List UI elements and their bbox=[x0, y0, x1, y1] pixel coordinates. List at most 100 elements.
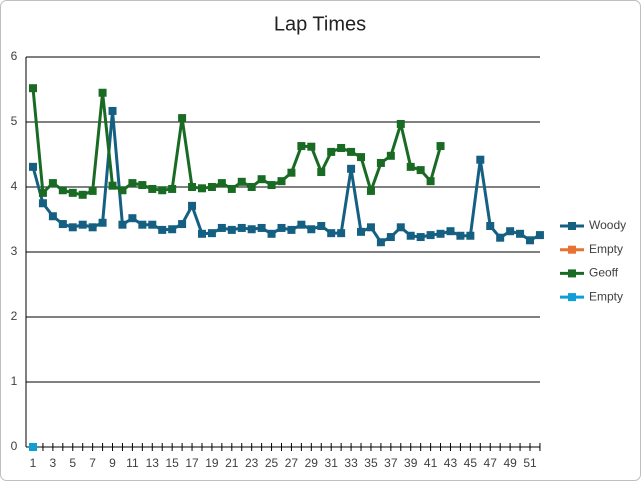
point-marker bbox=[376, 158, 385, 167]
point-marker bbox=[98, 88, 107, 97]
x-tick-label: 1 bbox=[30, 456, 37, 470]
point-marker bbox=[436, 142, 445, 151]
x-tick-label: 7 bbox=[89, 456, 96, 470]
point-marker bbox=[446, 227, 455, 236]
point-marker bbox=[138, 220, 147, 229]
x-tick-label: 47 bbox=[484, 456, 498, 470]
point-marker bbox=[48, 179, 57, 188]
point-marker bbox=[277, 177, 286, 186]
x-tick-label: 21 bbox=[225, 456, 239, 470]
point-marker bbox=[88, 223, 97, 232]
x-tick-label: 33 bbox=[344, 456, 358, 470]
x-tick-label: 37 bbox=[384, 456, 398, 470]
point-marker bbox=[188, 183, 197, 191]
x-tick-label: 29 bbox=[305, 456, 319, 470]
legend-label: Geoff bbox=[589, 266, 619, 280]
point-marker bbox=[78, 220, 87, 229]
point-marker bbox=[396, 119, 405, 128]
x-tick-label: 23 bbox=[245, 456, 259, 470]
point-marker bbox=[357, 227, 366, 236]
x-tick-label: 11 bbox=[126, 456, 139, 470]
point-marker bbox=[237, 223, 246, 232]
y-tick-label: 3 bbox=[11, 244, 18, 258]
point-marker bbox=[496, 233, 505, 242]
point-marker bbox=[426, 177, 435, 186]
point-marker bbox=[366, 223, 375, 232]
point-marker bbox=[207, 229, 216, 238]
y-tick-label: 1 bbox=[11, 374, 18, 388]
point-marker bbox=[317, 222, 326, 230]
point-marker bbox=[38, 199, 47, 208]
point-marker bbox=[347, 147, 356, 156]
point-marker bbox=[347, 164, 356, 173]
point-marker bbox=[58, 220, 67, 229]
x-tick-label: 45 bbox=[464, 456, 478, 470]
x-tick-label: 27 bbox=[285, 456, 299, 470]
point-marker bbox=[386, 233, 395, 242]
point-marker bbox=[217, 179, 226, 188]
point-marker bbox=[108, 181, 117, 190]
point-marker bbox=[287, 168, 296, 177]
point-marker bbox=[516, 229, 525, 238]
y-tick-label: 5 bbox=[11, 114, 18, 128]
point-marker bbox=[148, 184, 157, 193]
point-marker bbox=[466, 231, 475, 240]
point-marker bbox=[267, 229, 276, 238]
point-marker bbox=[207, 183, 216, 191]
series-line bbox=[31, 88, 442, 197]
x-tick-label: 41 bbox=[424, 456, 438, 470]
point-marker bbox=[307, 142, 316, 151]
point-marker bbox=[29, 443, 37, 451]
point-marker bbox=[406, 231, 415, 240]
x-tick-label: 19 bbox=[205, 456, 219, 470]
point-marker bbox=[406, 162, 415, 171]
point-marker bbox=[337, 229, 346, 238]
series-line bbox=[31, 109, 541, 244]
point-marker bbox=[386, 151, 395, 160]
point-marker bbox=[297, 142, 306, 151]
point-marker bbox=[98, 218, 107, 227]
point-marker bbox=[396, 223, 405, 232]
point-marker bbox=[197, 229, 206, 238]
point-marker bbox=[476, 155, 485, 164]
point-marker bbox=[327, 147, 336, 156]
legend-label: Woody bbox=[589, 218, 626, 232]
x-tick-label: 15 bbox=[165, 456, 179, 470]
point-marker bbox=[148, 220, 157, 229]
legend-marker bbox=[568, 245, 576, 254]
point-marker bbox=[168, 184, 177, 193]
y-tick-label: 6 bbox=[11, 49, 18, 63]
legend-marker bbox=[568, 269, 576, 278]
x-tick-label: 49 bbox=[503, 456, 517, 470]
chart-title: Lap Times bbox=[274, 13, 366, 35]
point-marker bbox=[247, 183, 256, 191]
point-marker bbox=[257, 175, 266, 184]
point-marker bbox=[237, 177, 246, 186]
x-tick-label: 31 bbox=[325, 456, 339, 470]
x-tick-label: 17 bbox=[185, 456, 199, 470]
point-marker bbox=[317, 168, 326, 177]
point-marker bbox=[257, 223, 266, 232]
point-marker bbox=[58, 186, 67, 195]
point-marker bbox=[506, 227, 515, 236]
point-marker bbox=[535, 231, 544, 240]
legend-marker bbox=[568, 222, 576, 230]
point-marker bbox=[138, 181, 147, 190]
x-tick-label: 9 bbox=[109, 456, 116, 470]
point-marker bbox=[267, 181, 276, 190]
point-marker bbox=[486, 222, 495, 230]
point-marker bbox=[88, 186, 97, 195]
point-marker bbox=[178, 114, 187, 123]
point-marker bbox=[277, 223, 286, 232]
point-marker bbox=[227, 225, 236, 234]
point-marker bbox=[178, 220, 187, 229]
point-marker bbox=[48, 212, 57, 221]
point-marker bbox=[29, 84, 37, 93]
point-marker bbox=[357, 153, 366, 162]
point-marker bbox=[526, 236, 534, 245]
point-marker bbox=[168, 225, 177, 234]
point-marker bbox=[227, 184, 236, 193]
point-marker bbox=[118, 186, 127, 195]
